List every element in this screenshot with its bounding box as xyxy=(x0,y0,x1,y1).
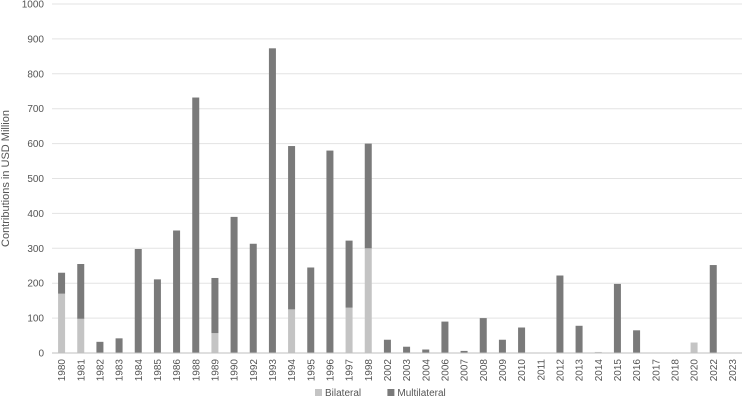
legend-label-multilateral: Multilateral xyxy=(397,388,445,399)
y-tick-label: 300 xyxy=(27,244,44,255)
x-tick-label: 1990 xyxy=(230,359,241,382)
y-tick-label: 400 xyxy=(27,209,44,220)
x-tick-label: 2008 xyxy=(479,359,490,382)
bar-multilateral-1997 xyxy=(345,240,353,308)
bar-multilateral-1998 xyxy=(364,143,372,249)
x-tick-label: 2020 xyxy=(690,359,701,382)
x-tick-label: 1985 xyxy=(153,359,164,382)
x-tick-label: 1984 xyxy=(134,359,145,382)
x-tick-label: 2018 xyxy=(670,359,681,382)
x-tick-label: 1982 xyxy=(95,359,106,382)
x-axis-ticks: 1980 1981 1982 1983 1984 1985 1986 1988 1989 1990… xyxy=(57,359,739,382)
bar-multilateral-2013 xyxy=(575,325,583,353)
legend-swatch-multilateral xyxy=(387,389,395,396)
bar-bilateral-2014 xyxy=(594,351,602,353)
x-tick-label: 2016 xyxy=(632,359,643,382)
x-tick-label: 1994 xyxy=(287,359,298,382)
bar-multilateral-1993 xyxy=(268,48,276,353)
x-tick-label: 2015 xyxy=(613,359,624,382)
bar-multilateral-1986 xyxy=(173,230,181,353)
y-tick-label: 0 xyxy=(38,349,44,360)
bar-multilateral-2002 xyxy=(383,339,391,353)
gridlines xyxy=(52,3,742,319)
x-tick-label: 2023 xyxy=(728,359,739,382)
bar-bilateral-1997 xyxy=(345,307,353,353)
y-tick-label: 800 xyxy=(27,69,44,80)
x-tick-label: 2022 xyxy=(709,359,720,382)
x-tick-label: 2010 xyxy=(517,359,528,382)
bar-bilateral-1980 xyxy=(58,293,66,353)
bar-multilateral-2009 xyxy=(498,339,506,353)
x-tick-label: 2006 xyxy=(440,359,451,382)
y-tick-label: 500 xyxy=(27,174,44,185)
x-tick-label: 2002 xyxy=(383,359,394,382)
x-tick-label: 2004 xyxy=(421,359,432,382)
bar-multilateral-1981 xyxy=(77,264,85,319)
x-tick-label: 2017 xyxy=(651,359,662,382)
x-tick-label: 1983 xyxy=(115,359,126,382)
x-tick-label: 2007 xyxy=(460,359,471,382)
bar-multilateral-2006 xyxy=(441,321,449,353)
y-tick-label: 200 xyxy=(27,279,44,290)
x-tick-label: 2011 xyxy=(536,359,547,381)
x-tick-label: 1993 xyxy=(268,359,279,382)
bar-bilateral-2020 xyxy=(690,342,698,353)
x-tick-label: 1996 xyxy=(325,359,336,382)
x-tick-label: 2003 xyxy=(402,359,413,382)
bar-multilateral-1988 xyxy=(192,97,200,353)
y-tick-label: 700 xyxy=(27,104,44,115)
bar-multilateral-2008 xyxy=(479,318,487,353)
x-tick-label: 2013 xyxy=(575,359,586,382)
y-tick-label: 600 xyxy=(27,139,44,150)
bar-multilateral-2004 xyxy=(422,349,430,353)
bar-multilateral-1992 xyxy=(249,243,257,353)
x-tick-label: 1997 xyxy=(345,359,356,382)
bar-multilateral-2016 xyxy=(633,330,641,353)
legend-swatch-bilateral xyxy=(315,389,322,396)
bar-bilateral-1989 xyxy=(211,333,219,353)
x-tick-label: 1988 xyxy=(191,359,202,382)
y-tick-label: 1000 xyxy=(22,0,45,11)
bar-multilateral-1989 xyxy=(211,277,219,334)
bar-multilateral-1980 xyxy=(58,272,66,294)
x-tick-label: 1995 xyxy=(306,359,317,382)
y-axis-ticks: 0 100 200 300 400 500 600 700 800 900 1000 xyxy=(22,0,45,360)
y-tick-label: 900 xyxy=(27,34,44,45)
legend: Bilateral Multilateral xyxy=(315,388,446,399)
bar-multilateral-2012 xyxy=(556,275,564,353)
y-axis-label: Contributions in USD Million xyxy=(0,110,12,247)
bar-multilateral-1995 xyxy=(307,267,315,353)
x-tick-label: 1992 xyxy=(249,359,260,382)
bar-multilateral-2007 xyxy=(460,350,468,353)
bar-multilateral-1982 xyxy=(96,341,104,353)
bar-multilateral-1983 xyxy=(115,338,123,353)
bar-multilateral-1984 xyxy=(134,249,142,353)
x-tick-label: 1980 xyxy=(57,359,68,382)
bar-multilateral-2022 xyxy=(709,265,717,353)
x-tick-label: 1998 xyxy=(364,359,375,382)
bar-multilateral-1990 xyxy=(230,216,238,353)
bar-multilateral-1996 xyxy=(326,150,334,353)
legend-label-bilateral: Bilateral xyxy=(325,388,361,399)
bars xyxy=(58,48,717,354)
x-tick-label: 1986 xyxy=(172,359,183,382)
bar-multilateral-1994 xyxy=(288,146,296,310)
y-tick-label: 100 xyxy=(27,314,44,325)
bar-multilateral-2010 xyxy=(518,327,526,353)
bar-multilateral-2015 xyxy=(613,283,621,353)
bar-bilateral-1998 xyxy=(364,248,372,353)
x-tick-label: 2014 xyxy=(594,359,605,382)
x-tick-label: 2012 xyxy=(555,359,566,382)
bar-bilateral-1994 xyxy=(288,309,296,354)
bar-bilateral-1981 xyxy=(77,318,85,353)
x-tick-label: 1989 xyxy=(210,359,221,382)
x-tick-label: 1981 xyxy=(76,359,87,382)
x-tick-label: 2009 xyxy=(498,359,509,382)
bar-multilateral-2003 xyxy=(403,346,411,353)
bar-multilateral-1985 xyxy=(153,279,161,353)
